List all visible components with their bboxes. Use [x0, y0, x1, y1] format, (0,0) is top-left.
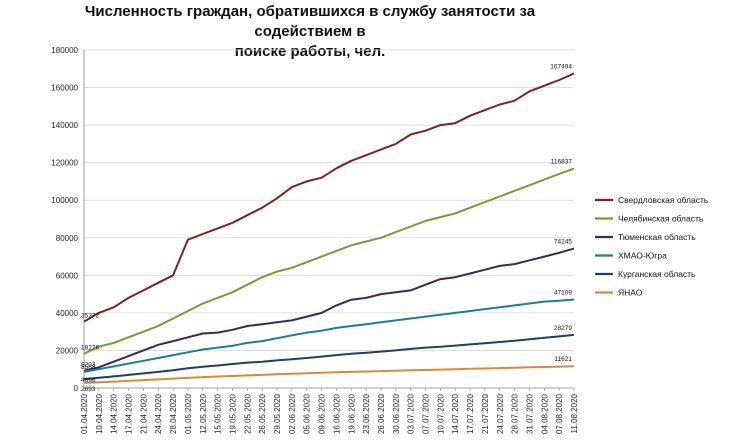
chart-title: Численность граждан, обратившихся в служ…	[60, 2, 560, 62]
series-line	[83, 247, 575, 372]
legend: Свердловская область Челябинская область Т…	[595, 195, 709, 298]
y-tick-label: 40000	[56, 309, 79, 318]
x-tick-label: 01.05.2020	[184, 393, 193, 434]
x-tick-label: 30.06.2020	[392, 393, 401, 434]
x-tick-label: 26.05.2020	[258, 393, 267, 434]
series-line	[83, 298, 575, 373]
first-value-label: 8568	[81, 364, 96, 371]
axes	[83, 50, 575, 391]
x-tick-label: 19.05.2020	[228, 393, 237, 434]
y-tick-label: 140000	[51, 121, 78, 130]
first-value-label: 9203	[81, 362, 96, 369]
last-value-label: 74245	[554, 239, 572, 246]
x-tick-label: 05.06.2020	[303, 393, 312, 434]
x-tick-label: 10.04.2020	[95, 393, 104, 434]
x-tick-label: 09.06.2020	[318, 393, 327, 434]
x-tick-label: 15.05.2020	[214, 393, 223, 434]
last-value-label: 167494	[550, 63, 572, 70]
last-value-label: 28279	[554, 325, 572, 332]
y-tick-label: 60000	[56, 271, 79, 280]
grid-lines	[84, 49, 574, 351]
first-value-label: 35372	[81, 313, 99, 320]
series-line	[83, 72, 575, 323]
x-tick-label: 10.07.2020	[436, 393, 445, 434]
x-tick-label: 02.06.2020	[288, 393, 297, 434]
series-lines	[83, 72, 575, 384]
series-line	[83, 167, 575, 355]
first-value-label: 2693	[81, 386, 96, 393]
series-line	[83, 365, 575, 384]
x-tick-label: 17.07.2020	[466, 393, 475, 434]
x-tick-label: 11.08.2020	[570, 393, 579, 433]
x-tick-label: 03.07.2020	[407, 393, 416, 434]
y-tick-label: 80000	[56, 234, 79, 243]
x-tick-label: 01.04.2020	[80, 393, 89, 434]
x-tick-label: 29.05.2020	[273, 393, 282, 434]
x-tick-label: 12.05.2020	[199, 393, 208, 434]
chart-title-line1: Численность граждан, обратившихся в служ…	[84, 3, 536, 40]
x-tick-label: 19.06.2020	[347, 393, 356, 434]
y-tick-label: 100000	[51, 196, 78, 205]
legend-label: ЯНАО	[618, 288, 643, 298]
y-tick-label: 20000	[56, 346, 79, 355]
first-value-label: 18276	[81, 345, 99, 352]
series-line	[83, 333, 575, 381]
x-tick-label: 24.07.2020	[496, 393, 505, 434]
x-tick-label: 16.06.2020	[332, 393, 341, 434]
x-tick-label: 26.06.2020	[377, 393, 386, 434]
x-tick-label: 22.05.2020	[243, 393, 252, 434]
x-tick-label: 24.04.2020	[154, 393, 163, 434]
legend-label: Курганская область	[618, 269, 696, 279]
x-tick-label: 31.07.2020	[525, 393, 534, 434]
x-tick-label: 07.07.2020	[422, 393, 431, 434]
x-tick-label: 17.04.2020	[125, 393, 134, 434]
x-tick-label: 07.08.2020	[555, 393, 564, 434]
x-tick-label: 21.04.2020	[139, 393, 148, 434]
last-value-label: 11621	[554, 356, 572, 363]
last-value-label: 116837	[551, 159, 573, 166]
y-tick-label: 160000	[51, 84, 78, 93]
x-tick-label: 14.07.2020	[451, 393, 460, 434]
legend-label: Челябинская область	[618, 214, 704, 224]
x-tick-label: 14.04.2020	[110, 393, 119, 434]
last-value-label: 47109	[554, 290, 572, 297]
data-labels: 167494 35372 116837 18276 74245 9203 47109 8568…	[81, 63, 572, 392]
legend-label: ХМАО-Югра	[618, 251, 667, 261]
x-tick-labels: 01.04.2020 10.04.2020 14.04.2020 17.04.2020…	[80, 393, 579, 434]
x-tick-label: 28.07.2020	[511, 393, 520, 434]
y-tick-label: 0	[74, 384, 79, 393]
y-tick-label: 180000	[51, 46, 78, 55]
first-value-label: 4696	[81, 377, 96, 384]
legend-label: Тюменская область	[618, 232, 696, 242]
x-tick-label: 28.04.2020	[169, 393, 178, 434]
x-tick-label: 21.07.2020	[481, 393, 490, 434]
legend-label: Свердловская область	[618, 195, 709, 205]
chart-title-line2: поиске работы, чел.	[234, 43, 386, 60]
x-tick-label: 23.06.2020	[362, 393, 371, 434]
y-tick-labels: 0 20000 40000 60000 80000 100000 120000 140000 1…	[51, 46, 78, 393]
y-tick-label: 120000	[51, 159, 78, 168]
x-tick-label: 04.08.2020	[540, 393, 549, 434]
